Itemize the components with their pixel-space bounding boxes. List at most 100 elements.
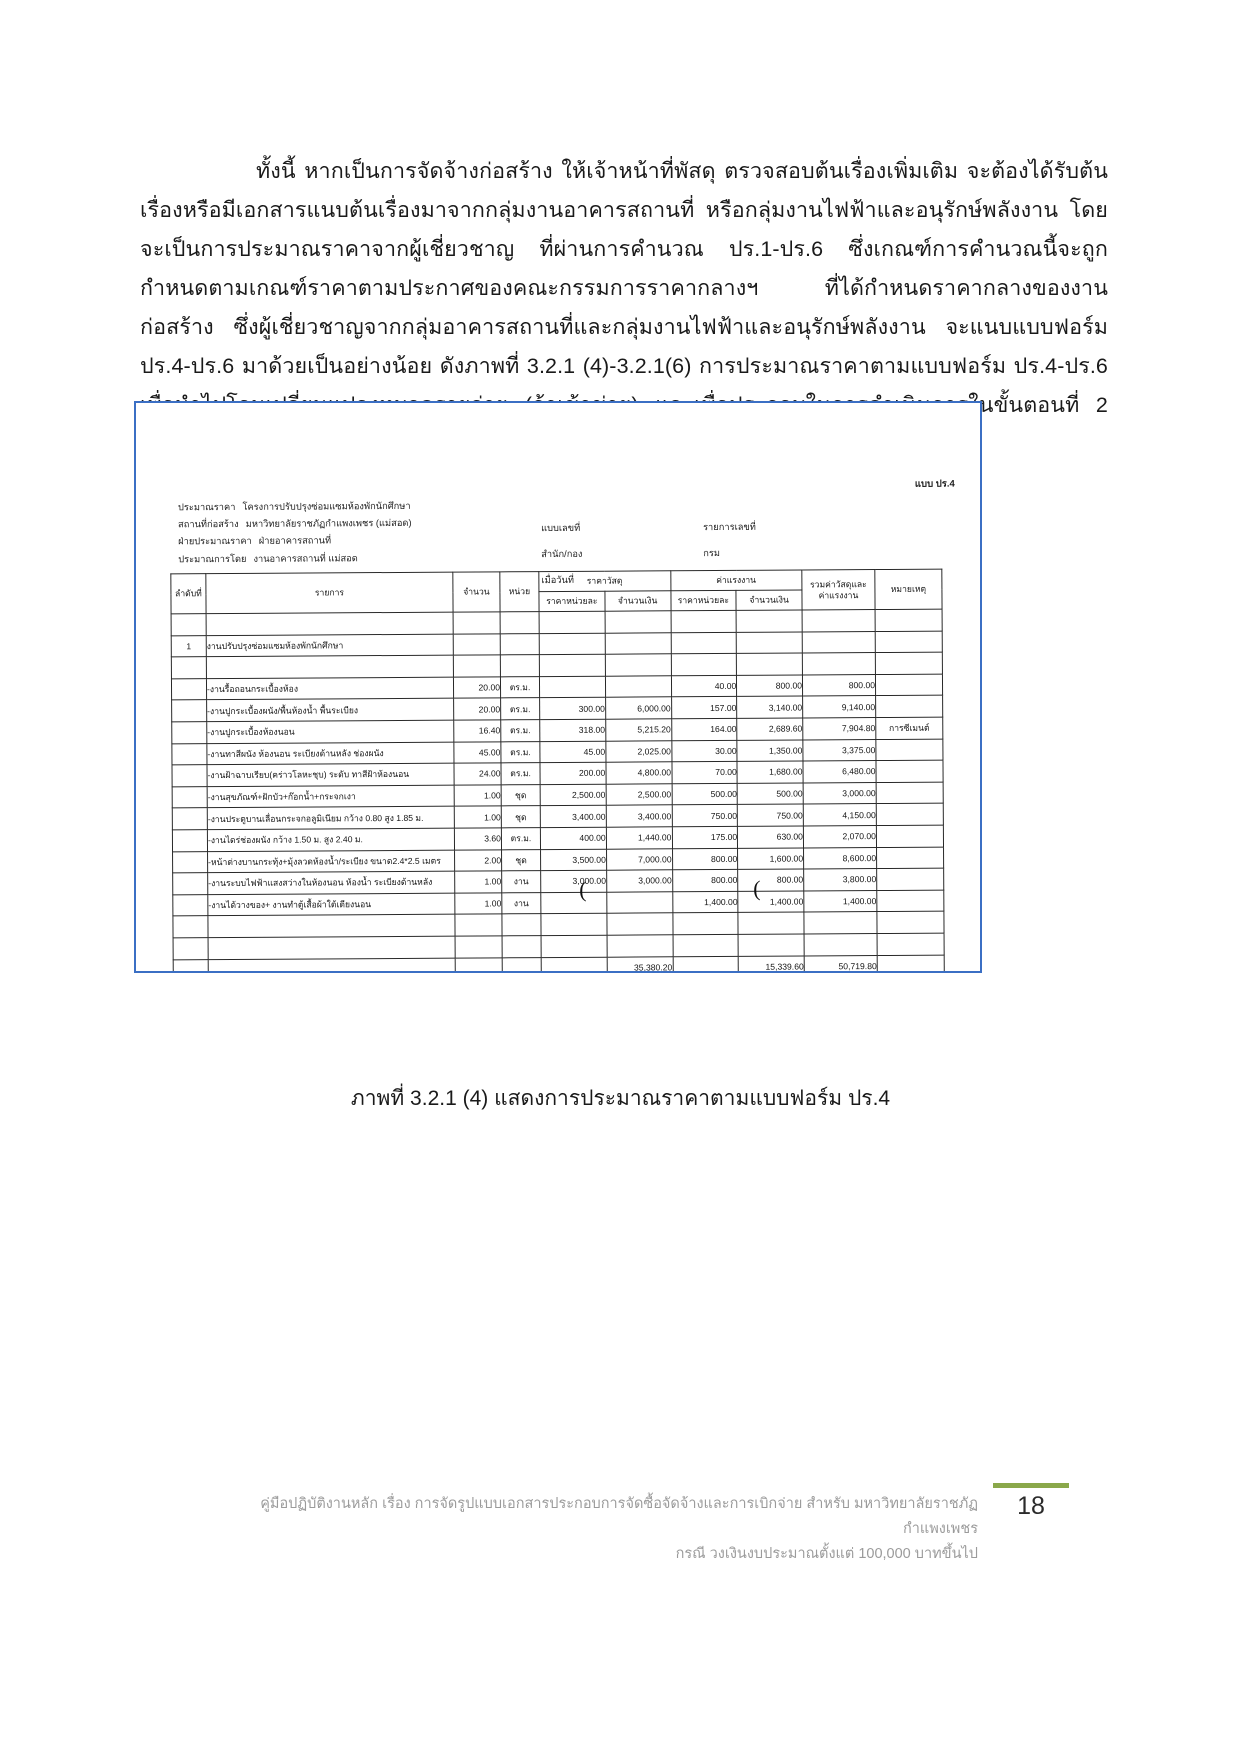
meta-value: โครงการปรับปรุงซ่อมแซมห้องพักนักศึกษา <box>242 500 411 512</box>
header-row-1: ลำดับที่ รายการ จำนวน หน่วย ราคาวัสดุ ค่… <box>170 569 943 614</box>
meta-label: สถานที่ก่อสร้าง <box>177 519 239 530</box>
cell-unit: ตร.ม. <box>500 697 540 720</box>
meta-item-no: รายการเลขที่ <box>703 521 756 533</box>
cell-lt: 2,689.60 <box>736 717 803 740</box>
cell-desc: -งานไดร่ช่องผนัง กว้าง 1.50 ม. สูง 2.40 … <box>207 828 455 852</box>
cell-unit: ตร.ม. <box>501 827 541 850</box>
cell-note <box>875 652 943 675</box>
cell-desc <box>206 655 454 679</box>
cell-unit <box>500 611 540 634</box>
cell-desc <box>207 914 456 938</box>
cell-mt <box>605 675 672 698</box>
cell-lu <box>670 653 737 676</box>
cell-qty <box>453 633 501 656</box>
cell-mu <box>540 913 607 936</box>
cell-lu <box>672 955 739 971</box>
cell-no <box>172 786 208 809</box>
cell-lt <box>738 912 805 935</box>
page-number: 18 <box>1017 1492 1045 1520</box>
cell-mt <box>606 891 673 914</box>
cell-note <box>875 630 943 653</box>
cell-note <box>876 803 944 826</box>
cell-mt <box>604 632 671 655</box>
figure-scan-frame: แบบ ปร.4 ประมาณราคา โครงการปรับปรุงซ่อมแซ… <box>134 401 982 973</box>
cell-lu: 800.00 <box>672 847 738 870</box>
cell-desc: งานปรับปรุงซ่อมแซมห้องพักนักศึกษา <box>206 633 454 657</box>
cell-qty: 3.60 <box>454 827 502 850</box>
cell-lt: 3,140.00 <box>736 696 803 719</box>
estimate-table: ลำดับที่ รายการ จำนวน หน่วย ราคาวัสดุ ค่… <box>170 569 945 971</box>
cell-tot <box>802 652 876 675</box>
footer-line-2: กรณี วงเงินงบประมาณตั้งแต่ 100,000 บาทขึ… <box>675 1546 978 1562</box>
cell-unit: งาน <box>501 892 541 915</box>
col-header-total: รวมค่าวัสดุและค่าแรงงาน <box>801 569 876 610</box>
cell-qty: 2.00 <box>454 849 502 872</box>
cell-lu: 70.00 <box>671 761 738 784</box>
cell-tot: 3,375.00 <box>802 739 876 762</box>
meta-row-department: ฝ่ายประมาณราคา ฝ่ายอาคารสถานที่ <box>178 532 412 551</box>
cell-tot: 6,480.00 <box>802 760 877 783</box>
cell-note <box>875 609 943 632</box>
meta-row-location: สถานที่ก่อสร้าง มหาวิทยาลัยราชภัฏกำแพงเพช… <box>178 515 412 534</box>
cell-lu: 175.00 <box>671 826 738 849</box>
cell-lu: 157.00 <box>671 696 737 719</box>
cell-note <box>876 781 944 804</box>
cell-qty <box>453 655 501 677</box>
cell-tot: 4,150.00 <box>803 803 877 826</box>
cell-no <box>172 807 208 830</box>
cell-no <box>172 915 209 938</box>
cell-lt: 630.00 <box>737 825 804 848</box>
form-meta-left: ประมาณราคา โครงการปรับปรุงซ่อมแซมห้องพักน… <box>178 498 412 568</box>
cell-tot: 1,400.00 <box>803 890 877 913</box>
cell-lt: 1,600.00 <box>737 847 804 870</box>
cell-qty: 1.00 <box>454 892 502 915</box>
col-header-unit: หน่วย <box>499 571 540 612</box>
meta-row-estimated-by: ประมาณการโดย งานอาคารสถานที่ แม่สอด <box>178 549 412 568</box>
cell-desc: -งานประตูบานเลื่อนกระจกอลูมิเนียม กว้าง … <box>207 806 455 830</box>
cell-no <box>172 894 208 917</box>
cell-note <box>875 760 944 783</box>
cell-qty: 1.00 <box>454 806 502 829</box>
cell-no <box>172 851 208 873</box>
cell-mt: 2,025.00 <box>605 740 672 763</box>
col-header-labor-unit-price: ราคาหน่วยละ <box>670 590 737 611</box>
page-number-accent-bar <box>993 1483 1069 1488</box>
cell-qty: 24.00 <box>453 762 502 785</box>
cell-unit <box>500 654 540 677</box>
cell-unit <box>502 935 542 958</box>
col-header-labor-amount: จำนวนเงิน <box>736 589 803 611</box>
cell-qty: 20.00 <box>453 676 501 699</box>
cell-mu: 3,400.00 <box>540 805 607 828</box>
cell-unit: ตร.ม. <box>500 762 541 785</box>
cell-mt <box>606 934 673 957</box>
cell-desc: -งานปูกระเบื้องผนัง/พื้นห้องน้ำ พื้นระเบ… <box>206 698 454 722</box>
cell-mt: 4,800.00 <box>605 761 672 784</box>
cell-lu: 800.00 <box>672 869 739 892</box>
cell-mt: 6,000.00 <box>605 697 672 720</box>
cell-desc: -งานทาสีผนัง ห้องนอน ระเบียงด้านหลัง ช่อ… <box>206 741 454 765</box>
cell-mu: 300.00 <box>539 697 606 720</box>
cell-unit: งาน <box>501 870 541 893</box>
cell-lt <box>736 653 803 676</box>
cell-lt: 1,400.00 <box>738 890 804 913</box>
cell-mt: 35,380.20 <box>606 956 673 971</box>
cell-tot: 3,000.00 <box>803 782 877 805</box>
cell-no <box>171 656 207 679</box>
scanned-form-image: แบบ ปร.4 ประมาณราคา โครงการปรับปรุงซ่อมแซ… <box>136 403 980 971</box>
cell-tot <box>804 933 878 956</box>
cell-lu <box>672 912 739 935</box>
cell-qty <box>455 935 503 958</box>
form-code-label: แบบ ปร.4 <box>914 478 955 490</box>
cell-qty <box>455 957 503 971</box>
page-footer: คู่มือปฏิบัติงานหลัก เรื่อง การจัดรูปแบบ… <box>0 1480 1241 1562</box>
cell-unit: ชุด <box>501 849 541 871</box>
col-header-material-unit-price: ราคาหน่วยละ <box>538 591 605 612</box>
cell-note <box>876 889 944 912</box>
meta-office: สำนัก/กอง <box>541 548 583 560</box>
cell-mt <box>606 913 673 936</box>
meta-drawing-no: แบบเลขที่ <box>541 522 581 534</box>
cell-no <box>171 700 207 722</box>
cell-tot <box>802 631 876 654</box>
cell-no <box>171 721 207 744</box>
cell-tot: 50,719.80 <box>804 955 878 971</box>
